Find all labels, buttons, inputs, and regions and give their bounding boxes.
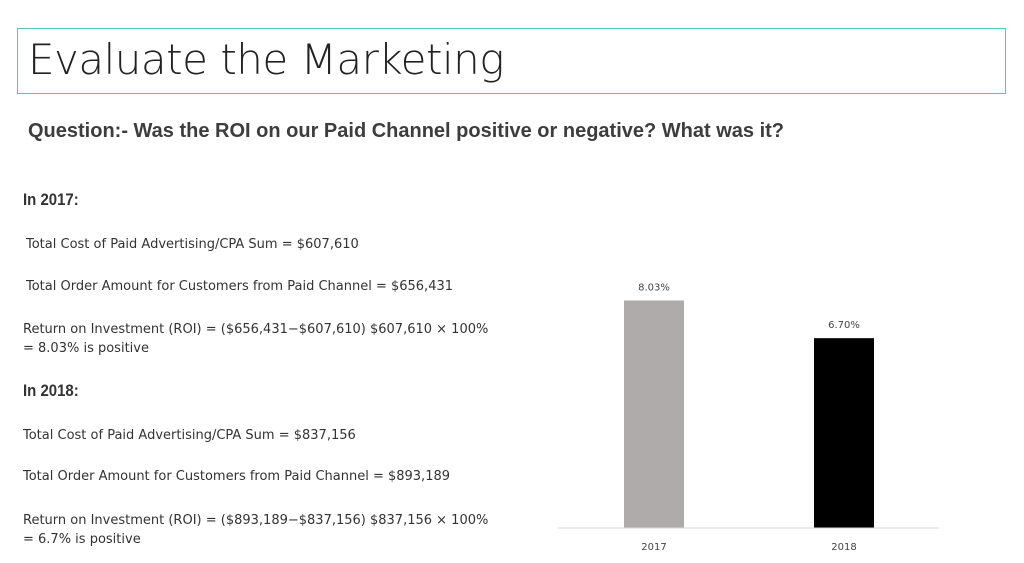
section-heading-2018: In 2018: <box>23 381 79 400</box>
orders-2018: Total Order Amount for Customers from Pa… <box>23 469 451 484</box>
bar-2018 <box>814 338 874 528</box>
orders-2017: Total Order Amount for Customers from Pa… <box>26 279 454 294</box>
data-label-2017: 8.03% <box>638 282 670 293</box>
section-heading-2017: In 2017: <box>23 190 79 209</box>
data-label-2018: 6.70% <box>828 320 860 331</box>
question-text: Question:- Was the ROI on our Paid Chann… <box>28 120 784 142</box>
cost-2017: Total Cost of Paid Advertising/CPA Sum =… <box>26 237 359 252</box>
roi-2018: Return on Investment (ROI) = ($893,189−$… <box>23 513 489 547</box>
x-tick-label-2017: 2017 <box>641 542 666 553</box>
roi-2017: Return on Investment (ROI) = ($656,431−$… <box>23 322 489 356</box>
cost-2018: Total Cost of Paid Advertising/CPA Sum =… <box>23 428 356 443</box>
roi-bar-chart: 8.03% 2017 6.70% 2018 <box>558 282 939 553</box>
page-title: Evaluate the Marketing <box>28 35 504 84</box>
bars-group: 8.03% 2017 6.70% 2018 <box>624 282 874 553</box>
title-box: Evaluate the Marketing <box>17 28 1006 94</box>
bar-2017 <box>624 300 684 528</box>
x-tick-label-2018: 2018 <box>831 542 856 553</box>
